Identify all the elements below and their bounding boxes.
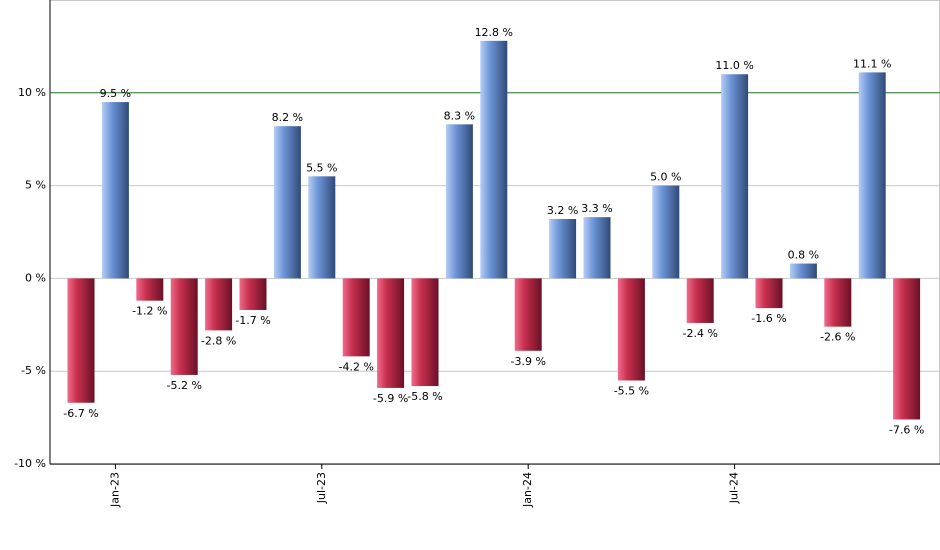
bar	[617, 278, 645, 381]
bar	[755, 278, 783, 309]
value-label: 3.3 %	[581, 202, 612, 215]
bar	[342, 278, 370, 357]
y-tick-label: 10 %	[18, 86, 46, 99]
bar	[205, 278, 233, 331]
value-label: -5.9 %	[373, 392, 408, 405]
value-label: -5.5 %	[614, 384, 649, 397]
bar	[789, 263, 817, 279]
value-label: 11.1 %	[853, 57, 891, 70]
bar	[652, 185, 680, 279]
x-tick-label: Jan-24	[521, 472, 534, 508]
bar	[239, 278, 267, 310]
bar	[514, 278, 542, 351]
value-label: 8.2 %	[272, 111, 303, 124]
bar	[824, 278, 852, 327]
x-tick-label: Jan-23	[108, 472, 121, 508]
y-tick-label: 5 %	[25, 179, 46, 192]
value-label: 8.3 %	[444, 109, 475, 122]
bar	[273, 126, 301, 279]
bar	[67, 278, 95, 403]
value-label: 0.8 %	[788, 249, 819, 262]
bar	[445, 124, 473, 279]
value-label: -7.6 %	[889, 423, 924, 436]
value-label: -5.2 %	[166, 379, 201, 392]
value-label: 5.0 %	[650, 171, 681, 184]
bar	[721, 74, 749, 279]
bar	[101, 102, 129, 279]
value-label: -2.4 %	[682, 327, 717, 340]
value-label: -4.2 %	[338, 360, 373, 373]
y-tick-label: -5 %	[21, 364, 46, 377]
bar	[893, 278, 921, 420]
value-label: 3.2 %	[547, 204, 578, 217]
bar	[308, 176, 336, 279]
value-label: -2.6 %	[820, 331, 855, 344]
bar	[411, 278, 439, 387]
y-tick-label: 0 %	[25, 271, 46, 284]
value-label: 9.5 %	[100, 87, 131, 100]
bar	[858, 72, 886, 279]
value-label: 12.8 %	[475, 26, 513, 39]
value-label: -1.7 %	[235, 314, 270, 327]
y-tick-label: -10 %	[14, 457, 46, 470]
bar	[136, 278, 164, 301]
x-tick-label: Jul-24	[728, 472, 741, 504]
bar	[686, 278, 714, 323]
value-label: 11.0 %	[715, 59, 753, 72]
bar	[480, 40, 508, 279]
value-label: -5.8 %	[407, 390, 442, 403]
value-label: -1.2 %	[132, 305, 167, 318]
value-label: 5.5 %	[306, 161, 337, 174]
bar	[549, 219, 577, 279]
value-label: -1.6 %	[751, 312, 786, 325]
bar	[377, 278, 405, 388]
bar	[170, 278, 198, 375]
bar	[583, 217, 611, 279]
value-label: -3.9 %	[510, 355, 545, 368]
value-label: -2.8 %	[201, 334, 236, 347]
value-label: -6.7 %	[63, 407, 98, 420]
x-tick-label: Jul-23	[315, 472, 328, 504]
